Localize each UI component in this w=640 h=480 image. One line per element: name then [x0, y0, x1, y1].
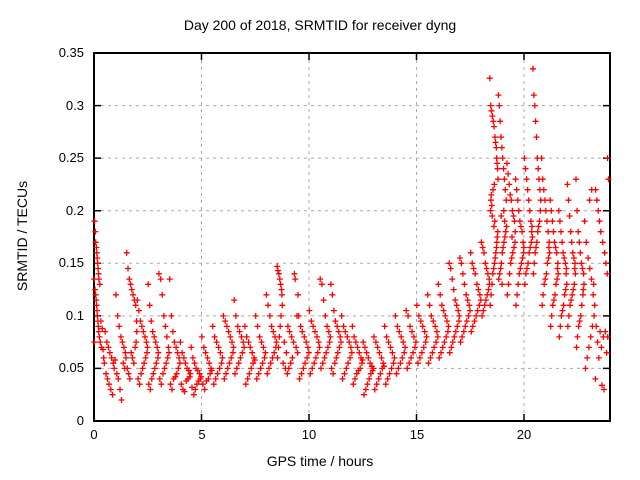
- gridlines: [94, 53, 610, 421]
- x-tick-label: 10: [301, 427, 317, 442]
- y-tick-label: 0: [76, 413, 84, 428]
- y-tick-label: 0.05: [58, 360, 84, 375]
- scatter-markers: [91, 65, 612, 403]
- y-tick-label: 0.1: [65, 308, 84, 323]
- x-tick-label: 5: [198, 427, 206, 442]
- x-tick-label: 20: [516, 427, 532, 442]
- y-tick-label: 0.35: [58, 45, 84, 60]
- x-tick-label: 0: [90, 427, 98, 442]
- x-tick-label: 15: [409, 427, 425, 442]
- chart-title: Day 200 of 2018, SRMTID for receiver dyn…: [183, 17, 457, 33]
- x-axis-label: GPS time / hours: [266, 453, 374, 469]
- y-tick-label: 0.3: [65, 98, 84, 113]
- y-tick-label: 0.15: [58, 255, 84, 270]
- y-tick-label: 0.2: [65, 203, 84, 218]
- plot-border: [93, 52, 611, 422]
- y-tick-label: 0.25: [58, 150, 84, 165]
